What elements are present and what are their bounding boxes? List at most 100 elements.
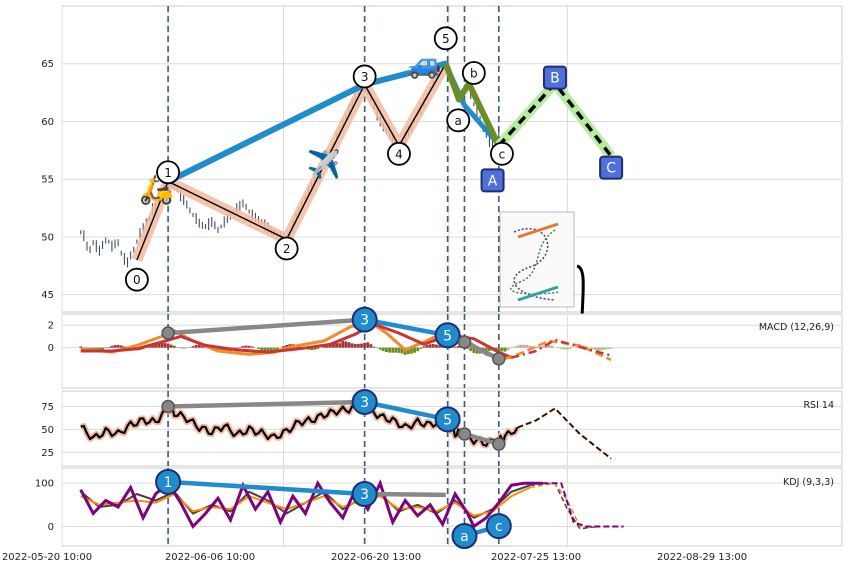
macd-hist-bar bbox=[98, 347, 101, 351]
macd-hist-bar bbox=[163, 343, 167, 348]
macd-hist-bar bbox=[247, 345, 251, 348]
inset-band bbox=[517, 285, 559, 302]
macd-hist-bar bbox=[528, 345, 532, 348]
macd-hist-bar bbox=[506, 347, 510, 351]
divergence-line bbox=[364, 399, 449, 422]
wave-label: 4 bbox=[395, 147, 403, 161]
wave-marker bbox=[351, 388, 378, 415]
macd-hist-bar bbox=[378, 347, 382, 350]
x-tick-label: 2022-06-06 10:00 bbox=[165, 552, 255, 563]
macd-hist-bar bbox=[113, 345, 117, 348]
wave-marker bbox=[451, 523, 478, 550]
macd-hist-bar bbox=[350, 343, 354, 348]
wave-marker-label: 1 bbox=[164, 475, 173, 491]
y-tick-label: 65 bbox=[41, 59, 54, 70]
macd-hist-bar bbox=[413, 347, 416, 353]
macd-hist-bar bbox=[266, 347, 270, 352]
x-tick-label: 2022-06-20 13:00 bbox=[331, 552, 421, 563]
macd-hist-bar bbox=[525, 345, 529, 348]
macd-hist-bar bbox=[123, 346, 126, 348]
rsi-panel: 25 50 75 3 5 RSI 14 bbox=[41, 388, 843, 467]
macd-hist-bar bbox=[497, 347, 501, 351]
macd-hist-bar bbox=[360, 343, 363, 348]
wave-label: 3 bbox=[361, 70, 369, 84]
macd-hist-bar bbox=[179, 347, 182, 349]
pointer-arrow bbox=[576, 264, 585, 319]
macd-hist-bar bbox=[591, 347, 594, 349]
macd-hist-bar bbox=[575, 346, 579, 348]
wave-marker bbox=[155, 468, 182, 495]
divergence-line bbox=[167, 479, 365, 497]
pivot-dot bbox=[161, 399, 175, 414]
macd-hist-bar bbox=[503, 347, 507, 352]
macd-hist-bar bbox=[216, 347, 220, 350]
wave-marker-label: a bbox=[460, 529, 469, 545]
wave-marker bbox=[434, 406, 461, 433]
macd-hist-bar bbox=[425, 345, 429, 348]
macd-hist-bar bbox=[428, 344, 432, 348]
wave-label: 5 bbox=[442, 32, 450, 46]
abc-label: A bbox=[488, 173, 498, 189]
pivot-dot bbox=[161, 326, 175, 340]
macd-hist-bar bbox=[185, 347, 189, 349]
macd-hist-bar bbox=[381, 347, 385, 352]
macd-hist-bar bbox=[435, 344, 438, 348]
macd-hist-bar bbox=[238, 347, 242, 348]
macd-hist-bar bbox=[559, 347, 563, 349]
macd-hist-bar bbox=[282, 346, 285, 348]
trend-line-green bbox=[442, 62, 502, 148]
macd-hist-bar bbox=[335, 343, 338, 348]
y-tick-label: 0 bbox=[48, 343, 54, 354]
wave-label: c bbox=[499, 147, 506, 161]
wave-label-circle bbox=[156, 160, 180, 185]
inset-thumbnail bbox=[499, 211, 575, 308]
divergence-line bbox=[167, 317, 365, 336]
macd-hist-bar bbox=[157, 343, 161, 348]
macd-hist-bar bbox=[250, 346, 254, 348]
macd-hist-bar bbox=[422, 346, 426, 348]
abc-label-box bbox=[480, 168, 505, 193]
macd-hist-bar bbox=[172, 345, 176, 348]
y-tick-label: 25 bbox=[41, 448, 54, 459]
macd-hist-bar bbox=[609, 347, 613, 349]
macd-hist-bar bbox=[338, 343, 342, 348]
macd-hist-bar bbox=[419, 347, 423, 349]
wave-marker-label: 3 bbox=[360, 487, 369, 503]
macd-hist-bar bbox=[406, 347, 410, 355]
macd-hist-bar bbox=[388, 347, 391, 353]
y-tick-label: 2 bbox=[48, 321, 54, 332]
macd-hist-bar bbox=[484, 347, 488, 353]
divergence-line bbox=[364, 491, 446, 498]
macd-panel: 0 2 3 5 MACD (12,26,9) bbox=[48, 306, 843, 389]
macd-hist-bar bbox=[472, 347, 476, 354]
wave-marker-label: 3 bbox=[360, 395, 369, 411]
macd-hist-bar bbox=[516, 345, 519, 348]
macd-hist-bar bbox=[222, 347, 226, 352]
macd-hist-bar bbox=[416, 347, 420, 352]
pivot-dot bbox=[457, 427, 472, 441]
macd-hist-bar bbox=[550, 345, 554, 348]
wave-marker-label: 5 bbox=[443, 412, 452, 428]
macd-hist-bar bbox=[594, 347, 597, 351]
macd-hist-bar bbox=[347, 342, 351, 348]
macd-hist-bar bbox=[513, 346, 516, 348]
macd-hist-bar bbox=[169, 344, 173, 348]
macd-hist-bar bbox=[191, 346, 195, 348]
y-tick-label: 0 bbox=[48, 522, 54, 533]
macd-hist-bar bbox=[562, 347, 566, 350]
wave-label-circle bbox=[446, 108, 471, 133]
macd-hist-bar bbox=[154, 343, 157, 348]
macd-hist-bar bbox=[397, 347, 401, 353]
macd-hist-bar bbox=[569, 347, 572, 349]
wave-label-circle bbox=[433, 26, 458, 51]
macd-hist-bar bbox=[310, 347, 313, 351]
y-tick-label: 60 bbox=[41, 117, 54, 128]
macd-hist-bar bbox=[235, 347, 239, 349]
macd-hist-bar bbox=[160, 343, 164, 348]
macd-hist-bar bbox=[79, 346, 83, 348]
macd-hist-bar bbox=[275, 347, 279, 350]
macd-hist-bar bbox=[341, 341, 345, 348]
macd-hist-bar bbox=[194, 344, 198, 348]
divergence-line bbox=[168, 399, 365, 409]
